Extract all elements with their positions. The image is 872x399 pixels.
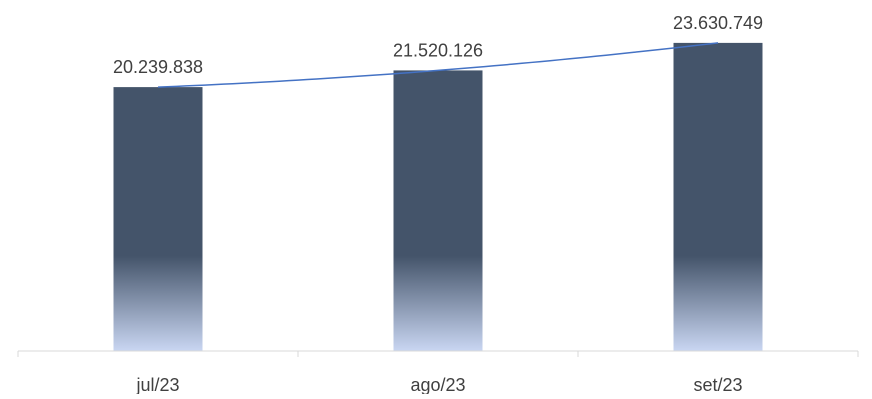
bar-set-23 bbox=[674, 43, 763, 351]
category-labels: jul/23 ago/23 set/23 bbox=[135, 375, 742, 394]
bar-ago-23 bbox=[394, 70, 483, 351]
bar-jul-23 bbox=[114, 87, 203, 351]
category-label: set/23 bbox=[693, 375, 742, 394]
category-label: jul/23 bbox=[135, 375, 179, 394]
x-axis-ticks bbox=[18, 351, 858, 357]
data-label: 21.520.126 bbox=[393, 40, 483, 60]
bars-group bbox=[114, 43, 763, 351]
category-label: ago/23 bbox=[410, 375, 465, 394]
data-label: 23.630.749 bbox=[673, 13, 763, 33]
data-labels: 20.239.838 21.520.126 23.630.749 bbox=[113, 13, 763, 77]
data-label: 20.239.838 bbox=[113, 57, 203, 77]
